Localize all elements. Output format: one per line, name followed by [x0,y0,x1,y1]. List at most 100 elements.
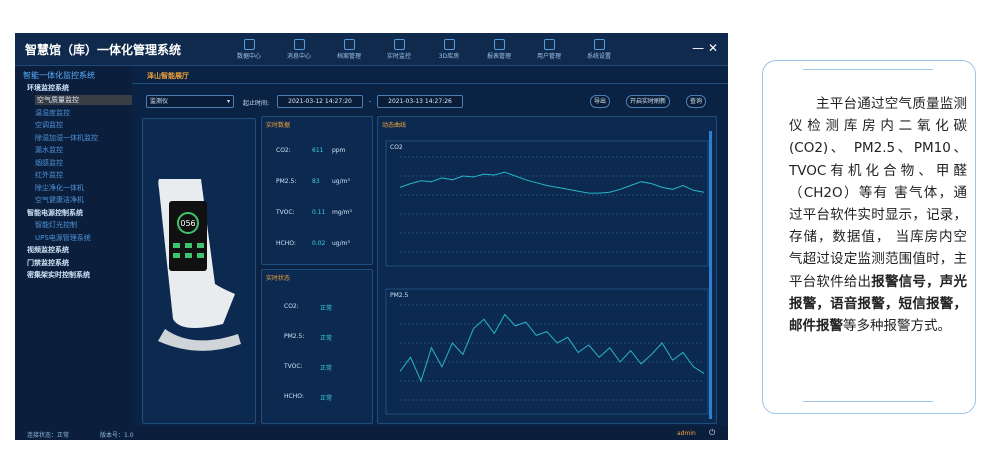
device-image: 056 [158,178,241,351]
sidebar-item[interactable]: UPS电源管理系统 [35,233,91,242]
sidebar-item[interactable]: 空气健康洁净机 [35,196,84,204]
sidebar: 智能一体化监控系统环境监控系统空气质量监控 温湿度监控空调监控除湿加湿一体机监控漏… [15,66,132,426]
reading-value: 0.02 [312,240,326,247]
nav-item[interactable]: 用户管理 [527,39,571,60]
separator: - [369,98,372,105]
status-name: PM2.5: [284,333,305,340]
nav-item[interactable]: 档案管理 [327,39,371,60]
nav-icon [594,39,605,50]
device-screen [169,201,207,271]
reading-unit: mg/m³ [332,209,352,216]
description-segment: 报警信号，声光报警，语音报警，短信报警，邮件报警 [789,273,967,335]
curve-title: 动态曲线 [382,122,407,129]
device-panel: 056 [142,118,256,424]
start-time[interactable]: 2021-03-12 14:27:20 [277,95,363,108]
chart-frame [385,140,709,267]
sidebar-item[interactable]: 除湿加湿一体机监控 [35,133,98,142]
title-bar: 智慧馆（库）一体化管理系统 — ✕ 数据中心 消息中心 档案管理 实时监控 3D库房 报表… [15,33,728,66]
device-base [158,329,241,351]
power-button[interactable]: ⏻ [709,428,716,437]
decoration [803,69,933,70]
sidebar-item[interactable]: 智能一体化监控系统 [23,71,95,80]
reading-name: TVOC: [276,209,295,216]
sidebar-item[interactable]: 红外监控 [35,171,63,179]
nav-icon [394,39,405,50]
nav-item[interactable]: 3D库房 [427,39,471,60]
sidebar-item[interactable]: 智能电源控制系统 [27,208,83,217]
user: admin [677,430,696,437]
divider [132,83,728,84]
sidebar-item[interactable]: 烟感监控 [35,158,63,167]
charts: CO2 PM2.5 [385,131,712,419]
scrollbar[interactable] [709,131,712,419]
status-state: 正常 [320,395,333,402]
reading-name: HCHO: [276,240,296,247]
sidebar-item[interactable]: 智能灯光控制 [35,221,77,229]
sidebar-item[interactable]: 温湿度监控 [35,108,70,117]
decoration [803,401,933,402]
description-segment: 等多种报警方式。 [843,318,951,335]
nav-icon [544,39,555,50]
sidebar-item[interactable]: 环境监控系统 [27,83,69,92]
sidebar-item[interactable]: 视频监控系统 [27,246,69,254]
sidebar-item[interactable]: 空调监控 [35,121,63,129]
description: 主平台通过空气质量监测仪检测库房内二氧化碳(CO2)、 PM2.5、PM10、T… [789,93,967,337]
main-panel: 泽山智能展厅 监测仪 ▾ 起止时间: 2021-03-12 14:27:20 - … [132,66,728,426]
realtime-title: 实时数据 [266,122,291,129]
nav-icon [494,39,505,50]
toolbar-button[interactable]: 开启实时刷新 [626,95,671,108]
device-screen-text: 056 [180,219,195,228]
version: 版本号：1.0 [100,432,134,439]
nav-icon [344,39,355,50]
reading-unit: ug/m³ [332,178,350,185]
status-panel: 实时状态 CO2: 正常 PM2.5: 正常 TVOC: 正常 HCHO: 正常 [261,269,373,424]
end-time[interactable]: 2021-03-13 14:27:26 [377,95,463,108]
app-window: 智慧馆（库）一体化管理系统 — ✕ 数据中心 消息中心 档案管理 实时监控 3D库房 报表… [15,33,728,440]
device-indicators [173,243,204,258]
sidebar-item[interactable]: 密集架实时控制系统 [27,271,90,279]
nav-item[interactable]: 数据中心 [227,39,271,60]
reading-value: 611 [312,147,324,154]
nav-item[interactable]: 报表管理 [477,39,521,60]
reading-name: CO2: [276,147,291,154]
toolbar-button[interactable]: 导出 [590,95,611,108]
device-select[interactable]: 监测仪 ▾ [146,95,234,108]
status-state: 正常 [320,305,333,312]
status-title: 实时状态 [266,275,291,282]
realtime-panel: 实时数据 CO2: 611 ppm PM2.5: 83 ug/m³ TVOC: 0.11 mg/… [261,116,373,265]
time-label: 起止时间: [243,100,270,107]
device: 监测仪 [150,98,169,105]
data-line [399,313,705,383]
status-name: TVOC: [284,363,303,370]
reading-value: 0.11 [312,209,326,216]
nav-item[interactable]: 系统设置 [577,39,621,60]
footer: 连接状态：正常 版本号：1.0 admin ⏻ [15,426,728,440]
status-name: HCHO: [284,393,304,400]
status-state: 正常 [320,335,333,342]
toolbar-button[interactable]: 查询 [686,95,707,108]
tab[interactable]: 泽山智能展厅 [147,72,189,80]
reading-name: PM2.5: [276,178,297,185]
sidebar-item[interactable]: 漏水监控 [35,146,63,154]
window-buttons[interactable]: — ✕ [692,41,718,55]
chart-title: CO2 [390,144,403,151]
reading-unit: ppm [332,147,346,154]
sidebar-item[interactable]: 除尘净化一体机 [35,183,84,192]
nav-item[interactable]: 消息中心 [277,39,321,60]
status-state: 正常 [320,365,333,372]
device-gauge [177,212,199,234]
nav-item[interactable]: 实时监控 [377,39,421,60]
curve-panel: 动态曲线 CO2 PM2.5 [377,116,717,424]
description-box: 主平台通过空气质量监测仪检测库房内二氧化碳(CO2)、 PM2.5、PM10、T… [762,60,976,414]
data-line [399,171,705,194]
reading-unit: ug/m³ [332,240,350,247]
nav-icon [294,39,305,50]
sidebar-item[interactable]: 门禁监控系统 [27,258,69,267]
chart-title: PM2.5 [390,292,409,299]
sidebar-item[interactable]: 空气质量监控 [35,95,132,105]
reading-value: 83 [312,178,320,185]
nav-icon [244,39,255,50]
status-name: CO2: [284,303,299,310]
chart-frame [385,288,709,415]
